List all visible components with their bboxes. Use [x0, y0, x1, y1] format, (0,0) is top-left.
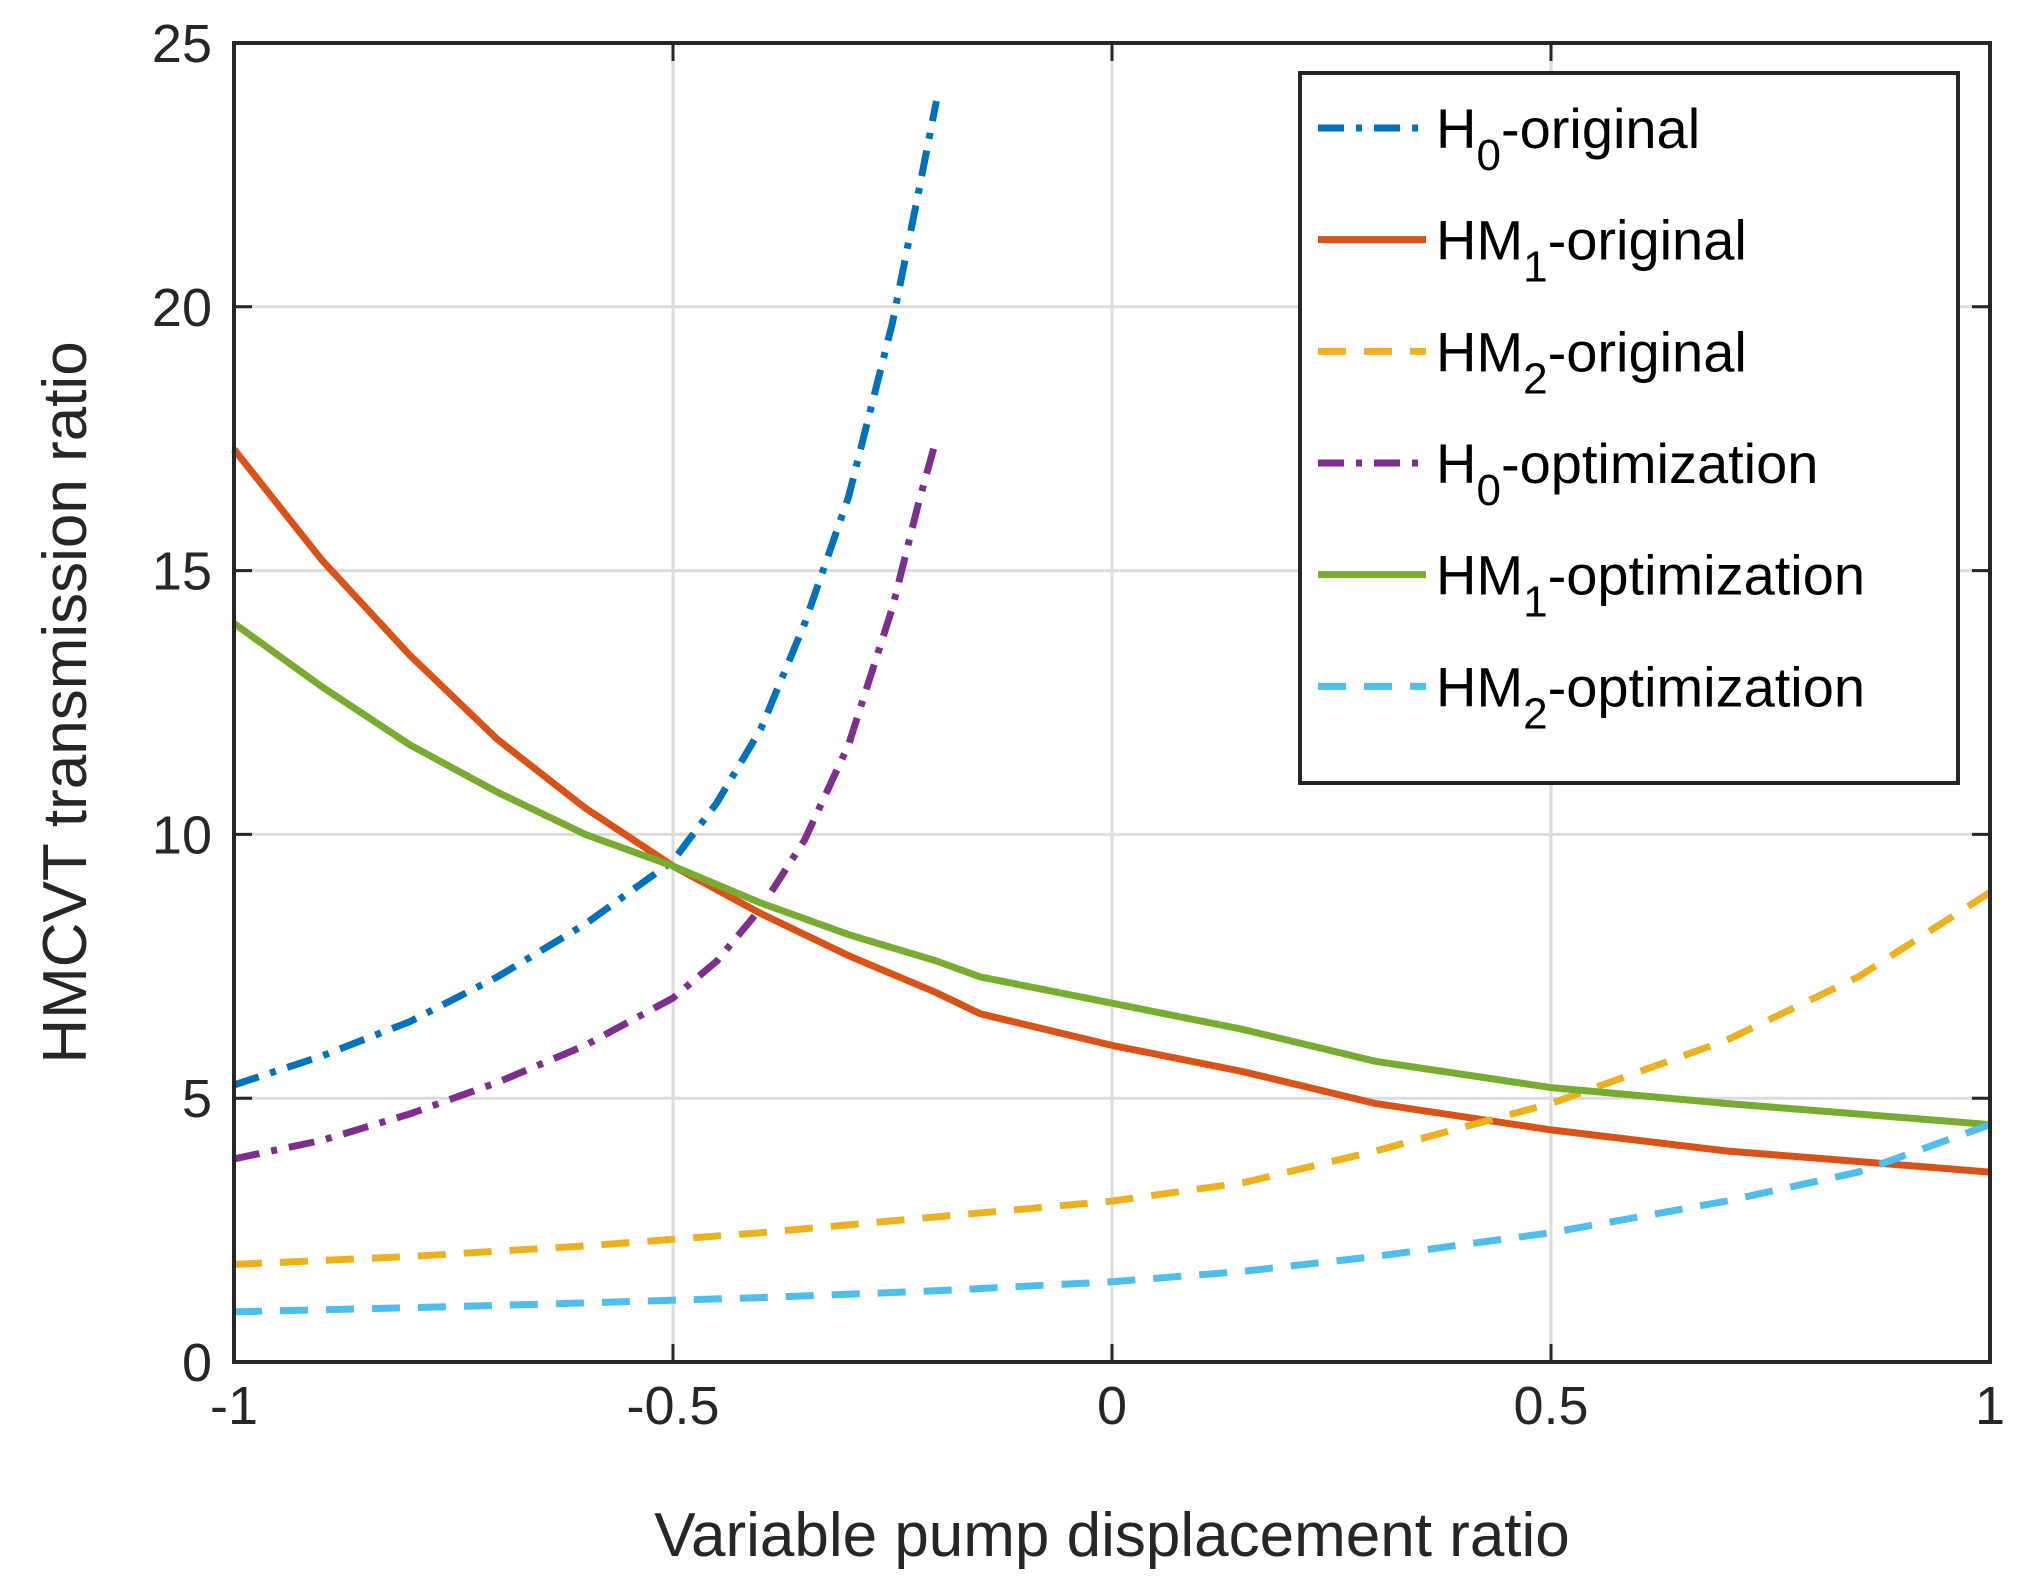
- x-tick-label: -0.5: [626, 1376, 719, 1436]
- y-axis-title: HMCVT transmission ratio: [31, 341, 100, 1063]
- series-layer: [231, 100, 1992, 1316]
- series-line-HM1-optimization: [231, 620, 1991, 1129]
- legend-label: HM1-optimization: [1436, 544, 1865, 627]
- y-tick-label: 10: [152, 805, 212, 865]
- legend-item: HM1-optimization: [1318, 544, 1865, 627]
- legend-item: HM2-original: [1318, 320, 1747, 403]
- y-tick-label: 15: [152, 542, 212, 602]
- x-axis-title: Variable pump displacement ratio: [654, 1501, 1570, 1570]
- legend-label: H0-original: [1436, 97, 1700, 180]
- x-tick-label: -1: [210, 1376, 258, 1436]
- series-line-HM2-optimization: [233, 1121, 1992, 1316]
- x-tick-label: 1: [1975, 1376, 2005, 1436]
- legend-label: HM1-original: [1436, 209, 1747, 292]
- tick-marks: [232, 41, 1992, 1364]
- legend-label: H0-optimization: [1436, 432, 1818, 515]
- series-line-H0-optimization: [233, 437, 940, 1163]
- series-line-H0-original: [232, 100, 940, 1089]
- legend-box: [1298, 71, 1960, 785]
- legend-item: HM2-optimization: [1318, 655, 1865, 738]
- y-tick-label: 25: [152, 14, 212, 74]
- legend-item: HM1-original: [1318, 209, 1747, 292]
- legend-label: HM2-optimization: [1436, 655, 1865, 738]
- y-tick-label: 0: [182, 1333, 212, 1393]
- x-tick-label: 0.5: [1513, 1376, 1588, 1436]
- legend-item: H0-optimization: [1318, 432, 1818, 515]
- y-tick-label: 20: [152, 278, 212, 338]
- legend-label: HM2-original: [1436, 320, 1747, 403]
- series-line-HM1-original: [231, 447, 1991, 1176]
- x-tick-label: 0: [1097, 1376, 1127, 1436]
- y-tick-label: 5: [182, 1069, 212, 1129]
- legend-item: H0-original: [1318, 97, 1700, 180]
- legend: H0-original HM1-original HM2-original H0-op…: [1298, 71, 1960, 785]
- series-line-HM2-original: [233, 889, 1992, 1268]
- y-tick-labels: 0 5 10 15 20 25: [152, 14, 212, 1393]
- x-tick-labels: -1 -0.5 0 0.5 1: [210, 1376, 2005, 1436]
